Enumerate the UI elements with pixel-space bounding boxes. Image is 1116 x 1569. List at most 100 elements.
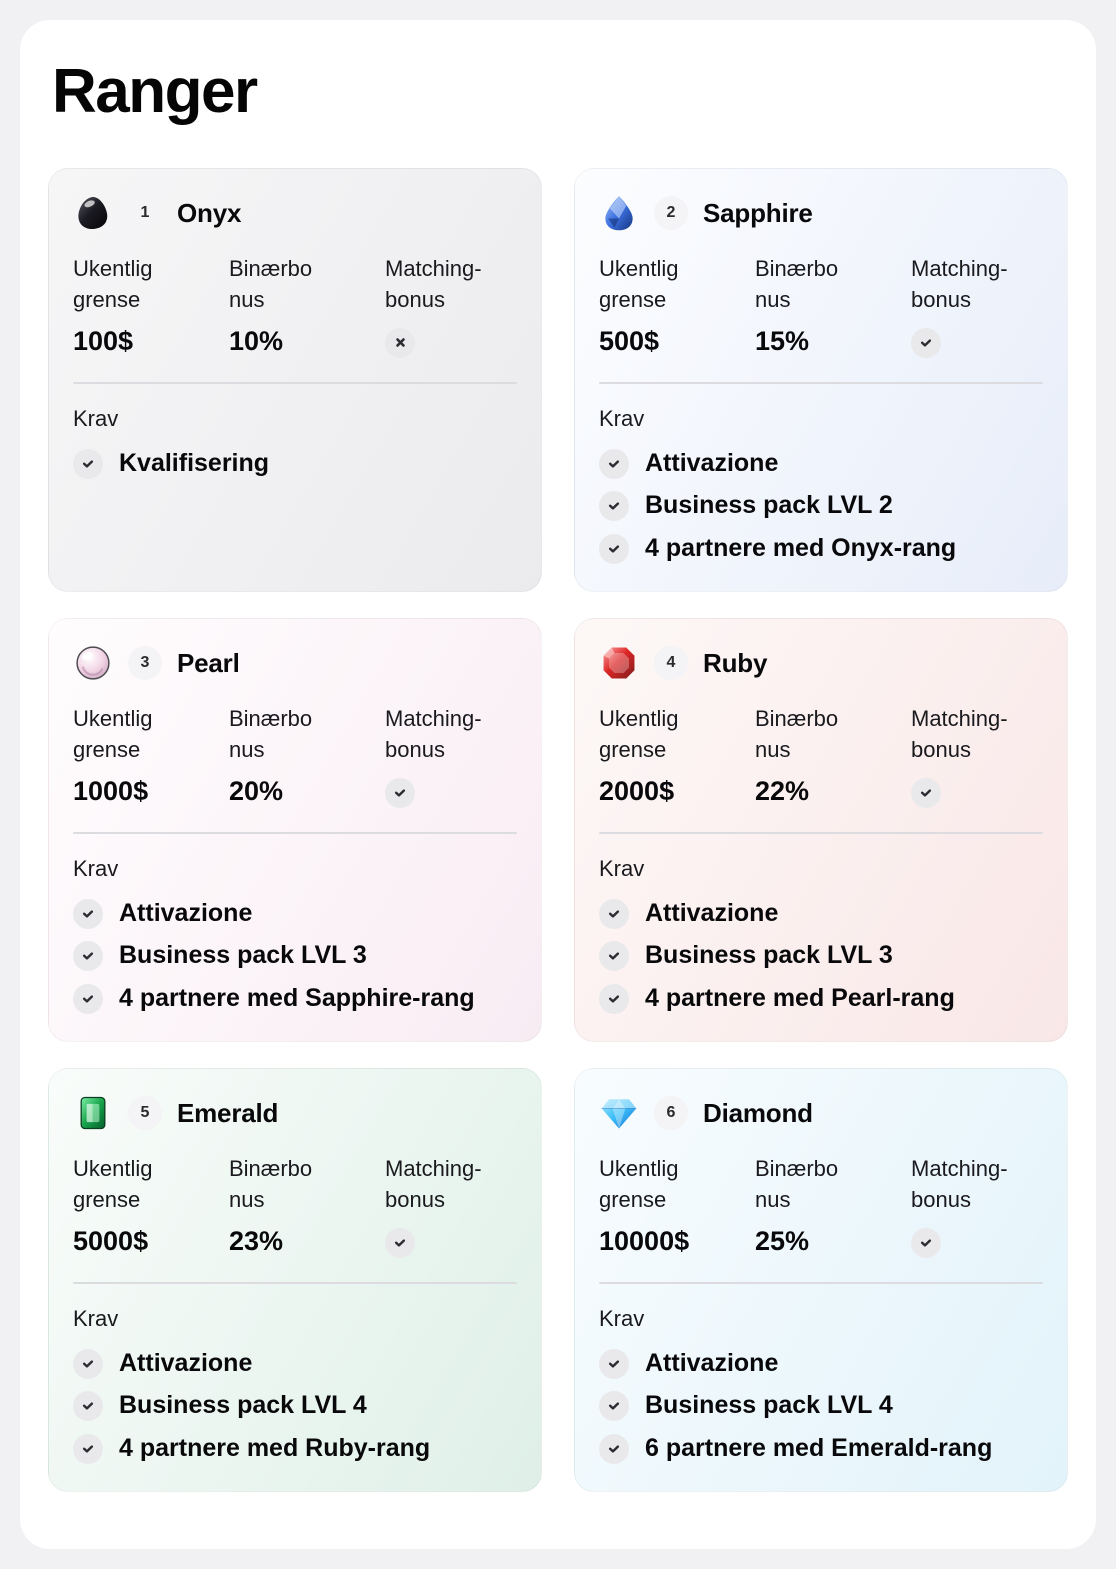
binary-bonus-value: 23% <box>229 1225 284 1256</box>
rank-number-badge: 1 <box>128 196 162 231</box>
matching-bonus-label: Matching-bonus <box>911 1156 1008 1213</box>
requirement-item: 4 partnere med Onyx-rang <box>599 531 1043 566</box>
check-icon <box>599 533 629 564</box>
requirements-label: Krav <box>599 1305 645 1331</box>
requirements-label: Krav <box>73 1305 119 1331</box>
binary-bonus-label: Binærbonus <box>229 256 313 313</box>
requirements-list: Attivazione Business pack LVL 4 4 partne… <box>73 1346 517 1466</box>
binary-bonus-label: Binærbonus <box>229 1156 313 1213</box>
rank-cards-grid: 1 Onyx Ukentlig grense 100$ Binærbonus 1… <box>48 168 1068 1493</box>
binary-bonus-label: Binærbonus <box>229 706 313 763</box>
stat-weekly-cap: Ukentlig grense 2000$ <box>599 703 749 807</box>
matching-bonus-value <box>911 777 1043 808</box>
requirement-text: Business pack LVL 4 <box>645 1391 893 1420</box>
weekly-cap-label: Ukentlig grense <box>599 1156 679 1213</box>
divider <box>73 831 517 834</box>
matching-bonus-value <box>911 327 1043 358</box>
rank-number-badge: 2 <box>654 196 688 231</box>
requirement-text: Attivazione <box>645 898 779 927</box>
weekly-cap-value: 1000$ <box>73 775 149 806</box>
requirements-label: Krav <box>73 405 119 431</box>
binary-bonus-label: Binærbonus <box>755 256 839 313</box>
weekly-cap-label: Ukentlig grense <box>599 256 679 313</box>
rank-card-header: 1 Onyx <box>73 193 517 233</box>
check-icon <box>599 491 629 522</box>
rank-number-badge: 6 <box>654 1096 688 1131</box>
rank-name: Onyx <box>177 197 242 228</box>
requirement-text: 4 partnere med Sapphire-rang <box>119 983 475 1012</box>
check-icon <box>911 1227 941 1258</box>
rank-card-header: 5 Emerald <box>73 1093 517 1133</box>
rank-card-ruby: 4 Ruby Ukentlig grense 2000$ Binærbonus … <box>574 618 1068 1043</box>
divider <box>599 831 1043 834</box>
requirement-text: Attivazione <box>645 448 779 477</box>
rank-number: 4 <box>666 654 676 672</box>
rank-name: Diamond <box>703 1097 813 1128</box>
cross-icon <box>385 327 415 358</box>
requirement-text: Attivazione <box>119 1348 253 1377</box>
ruby-gem-icon <box>599 643 639 683</box>
requirement-item: Attivazione <box>599 896 1043 931</box>
weekly-cap-value: 10000$ <box>599 1225 690 1256</box>
rank-stats: Ukentlig grense 1000$ Binærbonus 20% Mat… <box>73 703 517 808</box>
weekly-cap-value: 500$ <box>599 325 660 356</box>
divider <box>73 1281 517 1284</box>
rank-number-badge: 5 <box>128 1096 162 1131</box>
stat-matching-bonus: Matching-bonus <box>911 703 1043 808</box>
requirement-item: 6 partnere med Emerald-rang <box>599 1431 1043 1466</box>
check-icon <box>599 1433 629 1464</box>
matching-bonus-label: Matching-bonus <box>385 1156 482 1213</box>
binary-bonus-value: 22% <box>755 775 810 806</box>
requirement-text: Attivazione <box>119 898 253 927</box>
rank-card-pearl: 3 Pearl Ukentlig grense 1000$ Binærbonus… <box>48 618 542 1043</box>
requirement-text: 6 partnere med Emerald-rang <box>645 1433 993 1462</box>
requirement-text: 4 partnere med Pearl-rang <box>645 983 955 1012</box>
check-icon <box>73 1348 103 1379</box>
check-icon <box>73 983 103 1014</box>
requirement-text: Business pack LVL 3 <box>645 941 893 970</box>
check-icon <box>599 898 629 929</box>
rank-number: 3 <box>140 654 150 672</box>
requirements-list: Attivazione Business pack LVL 3 4 partne… <box>599 896 1043 1016</box>
check-icon <box>599 983 629 1014</box>
pearl-gem-icon <box>73 643 113 683</box>
rank-card-header: 3 Pearl <box>73 643 517 683</box>
requirement-item: Attivazione <box>73 896 517 931</box>
requirement-item: 4 partnere med Sapphire-rang <box>73 981 517 1016</box>
stat-weekly-cap: Ukentlig grense 500$ <box>599 253 749 357</box>
requirement-item: Kvalifisering <box>73 446 517 481</box>
check-icon <box>599 448 629 479</box>
rank-stats: Ukentlig grense 100$ Binærbonus 10% Matc… <box>73 253 517 358</box>
rank-number: 2 <box>666 204 676 222</box>
rank-card-onyx: 1 Onyx Ukentlig grense 100$ Binærbonus 1… <box>48 168 542 593</box>
rank-number: 6 <box>666 1104 676 1122</box>
requirement-text: Kvalifisering <box>119 448 270 477</box>
sapphire-gem-icon <box>599 193 639 233</box>
rank-number-badge: 4 <box>654 646 688 681</box>
matching-bonus-value <box>385 327 517 358</box>
matching-bonus-label: Matching-bonus <box>385 706 482 763</box>
stat-matching-bonus: Matching-bonus <box>385 703 517 808</box>
requirement-item: Business pack LVL 4 <box>73 1388 517 1423</box>
divider <box>599 381 1043 384</box>
page-card: Ranger 1 Onyx Ukentlig grense 100$ Binær… <box>20 20 1096 1549</box>
stat-weekly-cap: Ukentlig grense 100$ <box>73 253 223 357</box>
binary-bonus-label: Binærbonus <box>755 1156 839 1213</box>
binary-bonus-label: Binærbonus <box>755 706 839 763</box>
requirement-text: Business pack LVL 4 <box>119 1391 367 1420</box>
check-icon <box>599 1391 629 1422</box>
matching-bonus-value <box>385 1227 517 1258</box>
requirements-list: Attivazione Business pack LVL 4 6 partne… <box>599 1346 1043 1466</box>
requirement-text: 4 partnere med Ruby-rang <box>119 1433 431 1462</box>
stat-matching-bonus: Matching-bonus <box>911 253 1043 358</box>
requirements-list: Attivazione Business pack LVL 2 4 partne… <box>599 446 1043 566</box>
rank-number-badge: 3 <box>128 646 162 681</box>
matching-bonus-value <box>385 777 517 808</box>
divider <box>73 381 517 384</box>
requirement-text: Attivazione <box>645 1348 779 1377</box>
rank-stats: Ukentlig grense 2000$ Binærbonus 22% Mat… <box>599 703 1043 808</box>
rank-name: Ruby <box>703 647 768 678</box>
rank-name: Sapphire <box>703 197 813 228</box>
rank-card-sapphire: 2 Sapphire Ukentlig grense 500$ Binærbon… <box>574 168 1068 593</box>
rank-stats: Ukentlig grense 500$ Binærbonus 15% Matc… <box>599 253 1043 358</box>
